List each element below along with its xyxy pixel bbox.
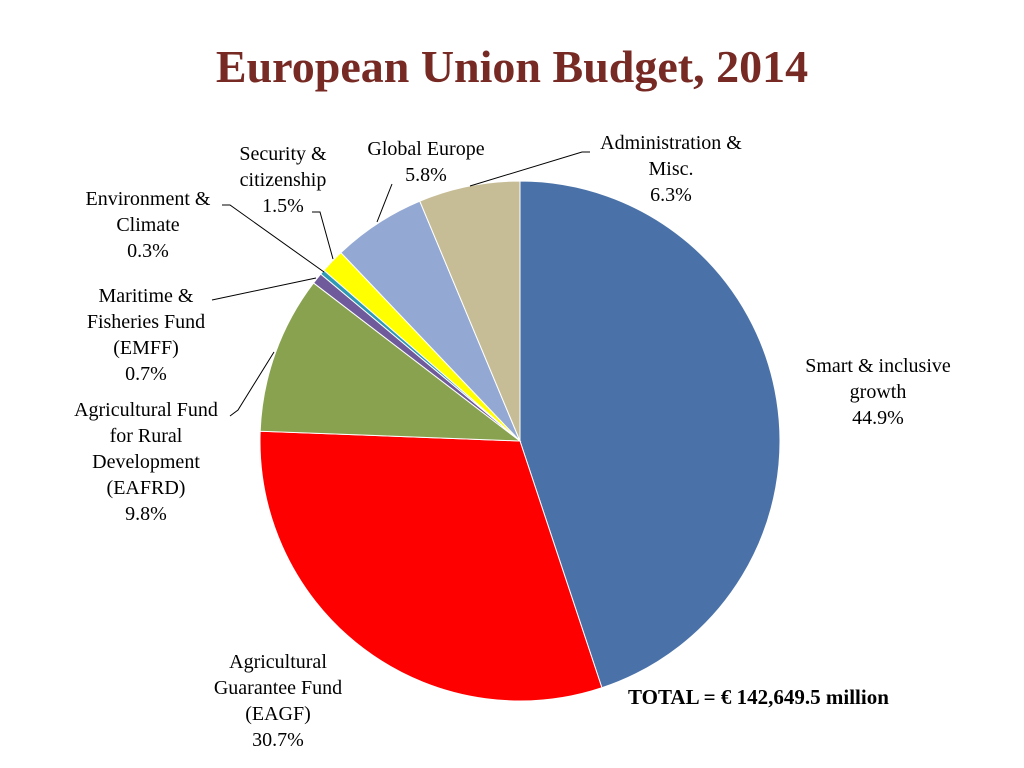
leader-line-4 <box>222 204 325 273</box>
pie-slice-0 <box>519 180 781 689</box>
slice-label-6: Global Europe 5.8% <box>367 138 484 186</box>
leader-line-7 <box>469 151 590 187</box>
leader-line-6 <box>376 183 393 223</box>
leader-line-2 <box>229 351 275 417</box>
slice-label-2: Agricultural Fund for Rural Development (EA… <box>74 399 218 525</box>
slice-label-3: Maritime & Fisheries Fund (EMFF) 0.7% <box>87 285 205 385</box>
pie-slice-2 <box>259 282 522 442</box>
slice-label-7: Administration & Misc. 6.3% <box>600 132 742 206</box>
total-budget-text: TOTAL = € 142,649.5 million <box>628 685 889 709</box>
leader-line-5 <box>312 211 334 260</box>
slice-label-0: Smart & inclusive growth 44.9% <box>805 355 951 429</box>
slice-label-1: Agricultural Guarantee Fund (EAGF) 30.7% <box>214 651 342 751</box>
chart-title: European Union Budget, 2014 <box>215 41 809 92</box>
slice-label-5: Security & citizenship 1.5% <box>239 143 327 217</box>
leader-line-3 <box>211 277 317 301</box>
slice-label-4: Environment & Climate 0.3% <box>86 188 211 262</box>
pie-slice-7 <box>419 180 521 442</box>
pie-slice-1 <box>259 430 603 702</box>
